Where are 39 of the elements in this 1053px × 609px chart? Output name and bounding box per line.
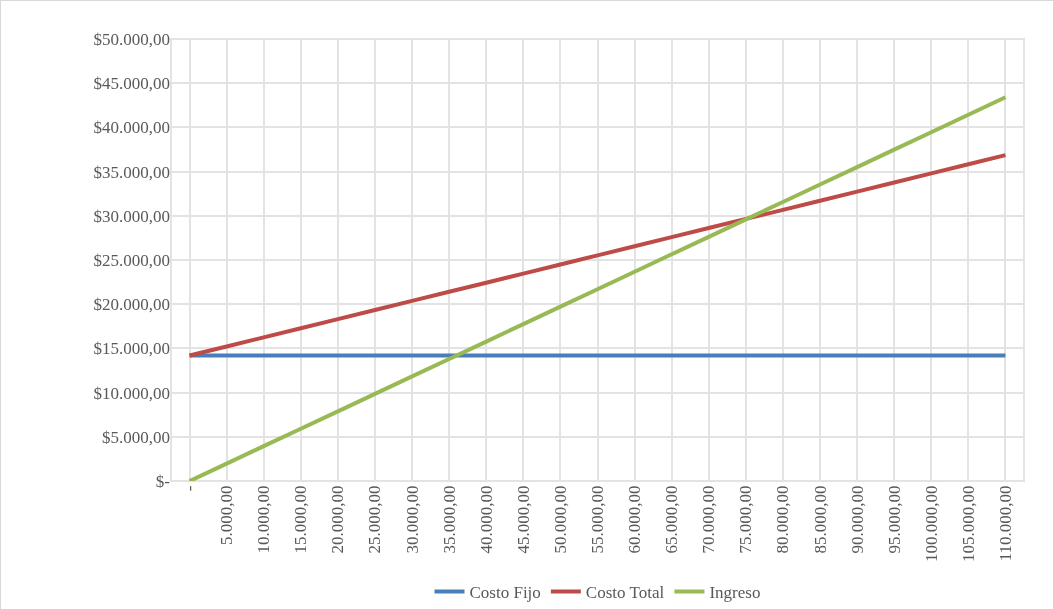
y-tick-label: $50.000,00: [93, 29, 170, 49]
x-tick-label: 45.000,00: [513, 485, 533, 554]
x-tick-label: 105.000,00: [958, 485, 978, 562]
y-tick-label: $-: [155, 472, 171, 492]
y-tick-label: $40.000,00: [93, 118, 170, 138]
x-tick-label: 85.000,00: [810, 485, 830, 554]
legend-label: Costo Fijo: [469, 583, 541, 603]
y-tick-label: $10.000,00: [93, 383, 170, 403]
x-tick-label: 110.000,00: [995, 485, 1015, 562]
legend-label: Costo Total: [585, 583, 665, 603]
legend-label: Ingreso: [709, 583, 761, 603]
line-series: [187, 153, 1008, 358]
x-tick-label: 60.000,00: [625, 485, 645, 554]
y-tick-label: $15.000,00: [93, 339, 170, 359]
x-tick-label: 95.000,00: [884, 485, 904, 554]
x-tick-label: 10.000,00: [254, 485, 274, 554]
x-tick-label: -: [180, 485, 200, 492]
line-series: [187, 95, 1008, 482]
x-tick-label: 80.000,00: [773, 485, 793, 554]
x-tick-label: 15.000,00: [291, 485, 311, 554]
x-tick-label: 40.000,00: [476, 485, 496, 554]
x-tick-label: 70.000,00: [699, 485, 719, 554]
y-tick-label: $30.000,00: [93, 206, 170, 226]
y-tick-label: $45.000,00: [93, 74, 170, 94]
x-tick-label: 50.000,00: [550, 485, 570, 554]
x-tick-label: 75.000,00: [736, 485, 756, 554]
x-tick-label: 25.000,00: [365, 485, 385, 554]
x-tick-label: 5.000,00: [217, 485, 237, 545]
x-tick-label: 55.000,00: [588, 485, 608, 554]
x-tick-label: 90.000,00: [847, 485, 867, 554]
x-tick-label: 35.000,00: [439, 485, 459, 554]
x-tick-label: 20.000,00: [328, 485, 348, 554]
x-tick-label: 65.000,00: [662, 485, 682, 554]
x-tick-label: 30.000,00: [402, 485, 422, 554]
y-tick-label: $25.000,00: [93, 251, 170, 270]
y-tick-label: $35.000,00: [93, 162, 170, 182]
x-tick-label: 100.000,00: [921, 485, 941, 562]
y-tick-label: $5.000,00: [102, 427, 170, 447]
y-tick-label: $20.000,00: [93, 295, 170, 315]
